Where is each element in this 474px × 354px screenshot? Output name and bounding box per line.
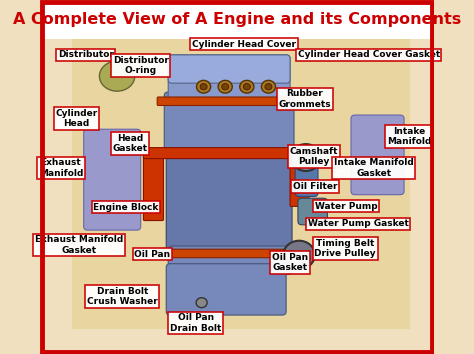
Circle shape [243,84,250,90]
FancyBboxPatch shape [351,115,404,195]
FancyBboxPatch shape [166,264,286,315]
Text: Exhaust Manifold
Gasket: Exhaust Manifold Gasket [35,235,123,255]
Text: Cylinder Head Cover: Cylinder Head Cover [192,40,296,49]
Ellipse shape [100,61,135,91]
Circle shape [218,80,232,93]
FancyBboxPatch shape [298,198,328,225]
Text: A Complete View of A Engine and its Components: A Complete View of A Engine and its Comp… [13,12,461,27]
Text: Distributor
O-ring: Distributor O-ring [113,56,169,75]
Text: Timing Belt
Drive Pulley: Timing Belt Drive Pulley [314,239,376,258]
Circle shape [200,84,207,90]
FancyBboxPatch shape [168,55,290,83]
FancyBboxPatch shape [155,249,293,258]
Circle shape [240,80,254,93]
FancyBboxPatch shape [164,92,294,154]
Text: Oil Pan
Drain Bolt: Oil Pan Drain Bolt [170,313,221,332]
Text: Oil Pan: Oil Pan [135,250,171,259]
Text: Oil Filter: Oil Filter [292,182,337,191]
Text: Cylinder Head Cover Gasket: Cylinder Head Cover Gasket [298,50,440,59]
Circle shape [283,241,315,269]
FancyBboxPatch shape [72,18,410,329]
Text: Water Pump Gasket: Water Pump Gasket [308,219,409,228]
Text: Head
Gasket: Head Gasket [112,134,147,153]
FancyBboxPatch shape [144,149,164,221]
Circle shape [261,80,275,93]
FancyBboxPatch shape [84,129,141,230]
Text: Exhaust
Manifold: Exhaust Manifold [39,159,83,178]
Circle shape [196,298,207,308]
Text: Drain Bolt
Crush Washer: Drain Bolt Crush Washer [87,287,157,306]
Circle shape [222,84,229,90]
Circle shape [291,144,321,171]
Text: Rubber
Grommets: Rubber Grommets [278,90,331,109]
Text: Water Pump: Water Pump [315,201,378,211]
FancyBboxPatch shape [157,97,289,105]
Text: Oil Pan
Gasket: Oil Pan Gasket [272,253,308,272]
FancyBboxPatch shape [144,148,293,159]
FancyBboxPatch shape [295,166,318,196]
FancyBboxPatch shape [166,152,292,257]
FancyBboxPatch shape [168,246,292,274]
Text: Cylinder
Head: Cylinder Head [55,109,98,128]
FancyBboxPatch shape [290,148,309,206]
FancyBboxPatch shape [42,2,432,39]
Text: Distributor: Distributor [58,50,114,59]
Text: Intake Manifold
Gasket: Intake Manifold Gasket [334,159,414,178]
Text: Intake
Manifold: Intake Manifold [387,127,431,146]
Circle shape [197,80,210,93]
FancyBboxPatch shape [168,55,290,103]
Circle shape [265,84,272,90]
Circle shape [300,152,312,163]
Text: Camshaft
Pulley: Camshaft Pulley [290,147,338,166]
Text: Engine Block: Engine Block [93,202,159,212]
